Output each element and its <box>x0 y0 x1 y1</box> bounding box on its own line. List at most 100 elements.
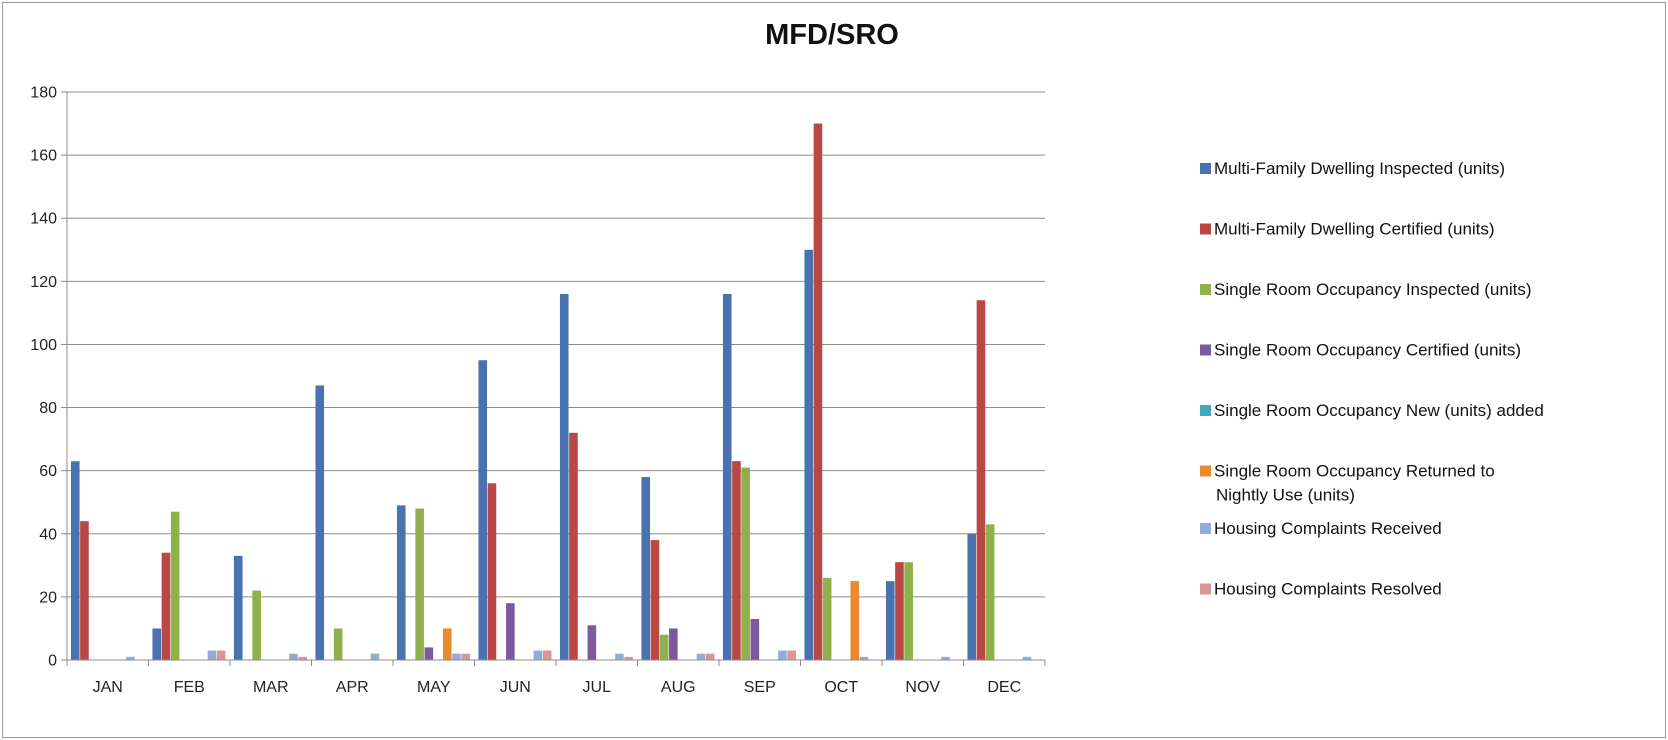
legend-item: Single Room Occupancy Certified (units) <box>1200 341 1521 360</box>
bar <box>976 300 986 660</box>
x-tick-label: MAY <box>417 679 451 696</box>
x-tick-label: JUN <box>500 679 531 696</box>
legend-label: Multi-Family Dwelling Inspected (units) <box>1214 159 1505 178</box>
bar <box>813 123 823 660</box>
bar <box>895 562 904 660</box>
x-tick-label: SEP <box>744 679 776 696</box>
bar <box>569 432 578 660</box>
bar <box>732 461 741 660</box>
bar <box>170 511 180 660</box>
bar <box>478 360 488 660</box>
x-tick-label: AUG <box>661 679 696 696</box>
legend-item: Single Room Occupancy New (units) added <box>1200 401 1544 420</box>
bar <box>415 508 424 660</box>
x-tick-label: JAN <box>93 679 123 696</box>
bar <box>641 476 651 660</box>
bar <box>396 505 406 660</box>
bar <box>787 650 796 660</box>
bar <box>669 628 678 660</box>
bar <box>80 521 89 660</box>
bar <box>859 656 869 660</box>
y-tick-label: 40 <box>39 526 57 543</box>
bar <box>967 533 977 660</box>
bar <box>298 656 307 660</box>
bar <box>506 603 515 660</box>
x-tick-label: FEB <box>174 679 205 696</box>
bar <box>452 653 461 660</box>
bar <box>741 467 750 660</box>
legend-swatch <box>1200 523 1211 534</box>
legend-label: Housing Complaints Resolved <box>1214 580 1442 599</box>
legend-label: Single Room Occupancy New (units) added <box>1214 401 1544 420</box>
bar <box>705 653 715 660</box>
y-tick-label: 140 <box>30 211 57 228</box>
x-tick-label: DEC <box>987 679 1021 696</box>
x-tick-label: APR <box>336 679 369 696</box>
bars <box>70 123 1032 660</box>
bar <box>252 590 261 660</box>
bar <box>659 634 669 660</box>
bar <box>70 461 80 660</box>
bar <box>696 653 706 660</box>
bar <box>233 555 243 660</box>
legend-item: Single Room Occupancy Inspected (units) <box>1200 280 1532 299</box>
legend-label: Single Room Occupancy Inspected (units) <box>1214 280 1532 299</box>
bar <box>487 483 497 660</box>
bar <box>216 650 226 660</box>
bar <box>533 650 543 660</box>
y-tick-label: 20 <box>39 589 57 606</box>
legend-item: Multi-Family Dwelling Inspected (units) <box>1200 159 1505 178</box>
y-axis-ticks: 0 20 40 60 80 100 120 140 160 180 <box>30 85 67 670</box>
x-tick-label: NOV <box>905 679 940 696</box>
x-axis-ticks: JAN FEB MAR APR MAY JUN JUL AUG SEP OCT NOV DEC <box>66 660 1046 696</box>
bar <box>442 628 452 660</box>
legend: Multi-Family Dwelling Inspected (units) M… <box>1200 159 1544 599</box>
bar <box>559 293 569 660</box>
legend-item: Housing Complaints Resolved <box>1200 580 1442 599</box>
bar <box>904 562 913 660</box>
bar <box>542 650 552 660</box>
legend-swatch <box>1200 405 1211 416</box>
bar <box>804 249 814 660</box>
x-tick-label: OCT <box>824 679 858 696</box>
bar <box>650 540 660 660</box>
x-tick-label: MAR <box>253 679 289 696</box>
bar <box>370 653 380 660</box>
y-tick-label: 120 <box>30 274 57 291</box>
legend-swatch <box>1200 284 1211 295</box>
legend-item: Single Room Occupancy Returned to Nightly… <box>1200 462 1495 505</box>
bar <box>850 581 860 660</box>
chart-title: MFD/SRO <box>765 19 899 51</box>
bar <box>152 628 162 660</box>
legend-item: Multi-Family Dwelling Certified (units) <box>1200 220 1495 239</box>
legend-swatch <box>1200 344 1211 356</box>
legend-label: Housing Complaints Received <box>1214 519 1442 538</box>
y-tick-label: 180 <box>30 85 57 102</box>
y-tick-label: 100 <box>30 337 57 354</box>
bar <box>778 650 787 660</box>
bar <box>161 552 171 660</box>
legend-swatch <box>1200 163 1211 174</box>
legend-swatch <box>1200 465 1211 477</box>
legend-label: Single Room Occupancy Certified (units) <box>1214 341 1521 360</box>
bar <box>126 656 135 660</box>
bar <box>315 385 325 660</box>
y-tick-label: 160 <box>30 148 57 165</box>
y-tick-label: 0 <box>48 653 57 670</box>
bar <box>985 524 995 660</box>
legend-item: Housing Complaints Received <box>1200 519 1442 538</box>
y-tick-label: 80 <box>39 400 57 417</box>
bar <box>941 656 950 660</box>
bar <box>424 647 434 660</box>
legend-swatch <box>1200 223 1211 235</box>
bar <box>461 653 470 660</box>
bar <box>1022 656 1032 660</box>
legend-label: Single Room Occupancy Returned to Nightly… <box>1214 462 1495 505</box>
bar <box>624 656 633 660</box>
bar <box>822 577 832 660</box>
bar <box>722 293 732 660</box>
bar <box>207 650 217 660</box>
legend-swatch <box>1200 583 1211 595</box>
